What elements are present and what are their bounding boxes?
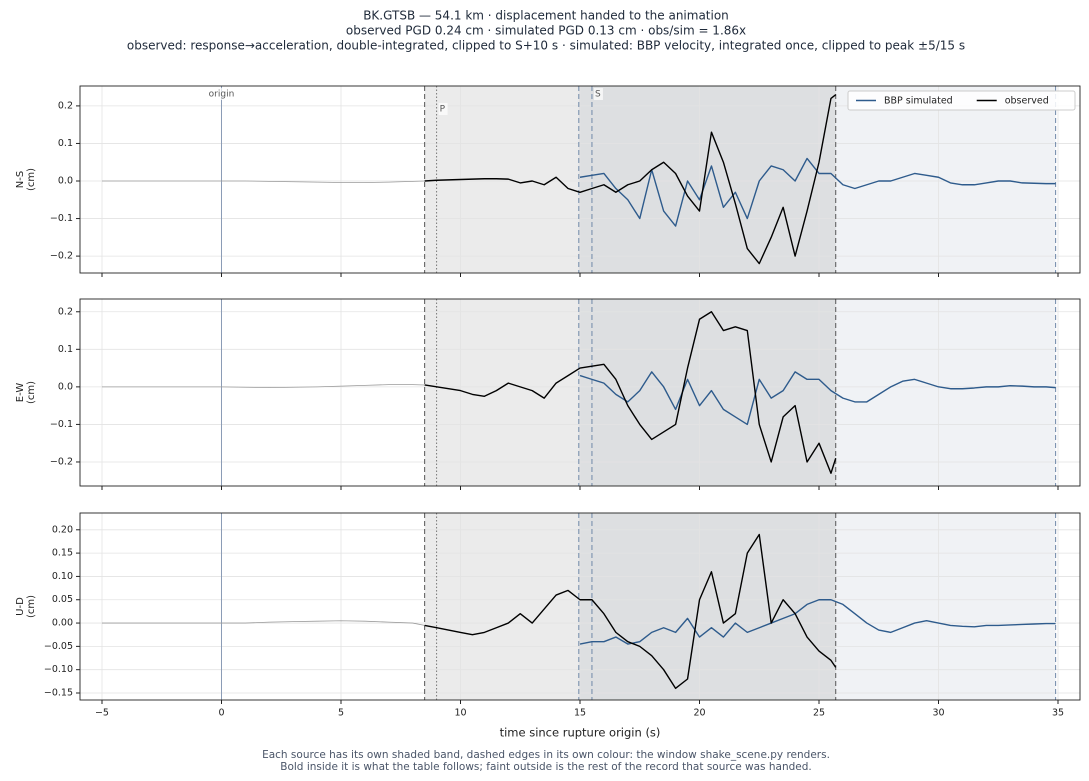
trace-faint (101, 620, 425, 626)
x-tick-label: −5 (95, 708, 109, 719)
title-line: observed: response→acceleration, double-… (127, 39, 965, 53)
y-tick-label: 0.1 (58, 344, 73, 355)
y-tick-label: −0.1 (50, 419, 73, 430)
phase-label: origin (209, 90, 235, 100)
trace (579, 599, 1056, 645)
footer-line: Each source has its own shaded band, das… (262, 749, 830, 761)
x-tick-label: 15 (574, 708, 586, 719)
window-band (424, 299, 836, 486)
trace (579, 157, 1056, 227)
y-tick-label: −0.10 (44, 664, 73, 675)
y-tick-label: −0.2 (50, 456, 73, 467)
x-tick-label: 10 (454, 708, 466, 719)
x-tick-label: 5 (338, 708, 344, 719)
window-band (578, 513, 1056, 700)
window-band (424, 513, 836, 700)
y-tick-label: 0.05 (52, 594, 73, 605)
y-tick-label: −0.05 (44, 641, 73, 652)
legend-label: observed (1005, 96, 1049, 107)
y-tick-label: −0.1 (50, 213, 73, 224)
y-axis-label: N-S (15, 171, 26, 188)
y-tick-label: 0.10 (52, 571, 73, 582)
axes-frame (79, 298, 1081, 487)
x-tick-label: 30 (932, 708, 944, 719)
trace (424, 311, 837, 474)
y-tick-label: −0.15 (44, 688, 73, 699)
x-tick-label: 20 (693, 708, 705, 719)
phase-label-bg (206, 88, 237, 100)
x-axis-label: time since rupture origin (s) (500, 726, 661, 740)
y-axis-label: (cm) (26, 381, 37, 404)
y-tick-label: 0.1 (58, 138, 73, 149)
y-axis-label: U-D (15, 597, 26, 616)
x-tick-label: 25 (813, 708, 825, 719)
y-axis-label: (cm) (26, 168, 37, 191)
phase-label-bg (438, 103, 448, 115)
axes-frame (79, 85, 1081, 274)
footer-line: Bold inside it is what the table follows… (280, 761, 811, 773)
legend-label: BBP simulated (884, 96, 953, 107)
y-tick-label: 0.20 (52, 524, 73, 535)
trace (424, 94, 837, 265)
trace (424, 533, 837, 690)
y-tick-label: 0.0 (58, 176, 73, 187)
trace-faint (101, 180, 425, 183)
x-tick-label: 0 (218, 708, 224, 719)
window-band (578, 299, 1056, 486)
y-axis-label: (cm) (26, 595, 37, 618)
window-band (424, 86, 836, 273)
trace (579, 371, 1056, 426)
y-tick-label: 0.2 (58, 306, 73, 317)
y-axis-label: E-W (15, 383, 26, 403)
y-tick-label: 0.15 (52, 548, 73, 559)
y-tick-label: 0.00 (52, 618, 73, 629)
y-tick-label: 0.2 (58, 100, 73, 111)
phase-label: P (440, 105, 446, 115)
phase-label: S (595, 90, 601, 100)
legend-box (847, 90, 1076, 111)
phase-label-bg (593, 88, 603, 100)
window-band (578, 86, 1056, 273)
y-tick-label: −0.2 (50, 251, 73, 262)
title-line: observed PGD 0.24 cm · simulated PGD 0.1… (346, 24, 746, 38)
title-line: BK.GTSB — 54.1 km · displacement handed … (363, 9, 729, 23)
y-tick-label: 0.0 (58, 381, 73, 392)
trace-faint (101, 384, 425, 389)
axes-frame (79, 512, 1081, 701)
x-tick-label: 35 (1052, 708, 1064, 719)
